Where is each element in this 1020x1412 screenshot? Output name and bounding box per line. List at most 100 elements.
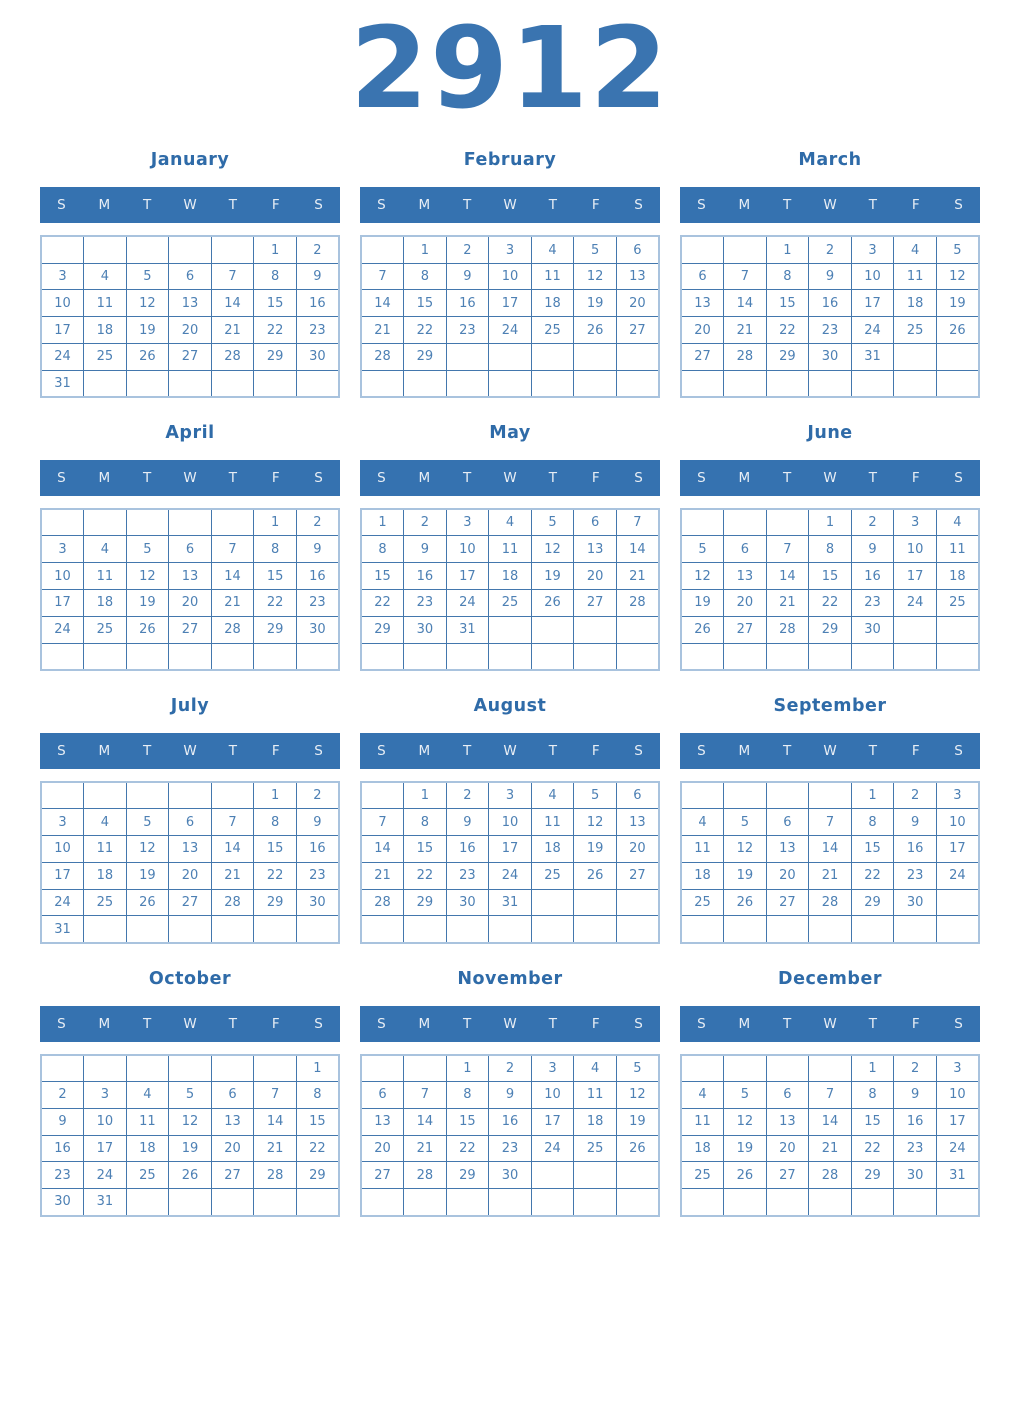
week-row bbox=[680, 915, 980, 944]
weekday-label: T bbox=[143, 1015, 152, 1032]
day-cell: 14 bbox=[253, 1107, 297, 1136]
empty-day-cell bbox=[125, 369, 170, 398]
empty-day-cell bbox=[808, 369, 852, 398]
week-row: 17 18 19 20 21 22 23 bbox=[40, 861, 340, 890]
day-cell: 15 bbox=[403, 835, 447, 863]
week-row: 24 25 26 27 28 29 30 bbox=[40, 615, 340, 644]
empty-day-cell bbox=[360, 642, 405, 671]
day-cell: 5 bbox=[125, 262, 170, 291]
day-cell: 11 bbox=[83, 289, 127, 318]
day-cell: 23 bbox=[808, 316, 852, 345]
day-cell: 5 bbox=[573, 235, 617, 264]
day-cell: 10 bbox=[935, 1081, 980, 1109]
day-grid: 1 2 3 4 5 6 7 8 9 10 11 12 13 14 15 16 17 18 19 20 21 22 23 24 2… bbox=[360, 780, 660, 944]
weekday-label: S bbox=[377, 1015, 386, 1032]
day-cell: 12 bbox=[615, 1081, 660, 1109]
weekday-label: M bbox=[418, 1015, 431, 1032]
weekday-label: S bbox=[697, 1015, 706, 1032]
day-cell: 1 bbox=[253, 235, 297, 264]
empty-day-cell bbox=[403, 642, 447, 671]
day-cell: 12 bbox=[168, 1107, 212, 1136]
month-title: May bbox=[489, 423, 531, 444]
day-cell: 10 bbox=[40, 562, 85, 591]
empty-day-cell bbox=[403, 1054, 447, 1083]
weekday-label: T bbox=[783, 470, 792, 487]
empty-day-cell bbox=[808, 915, 852, 944]
day-cell: 23 bbox=[403, 589, 447, 617]
empty-day-cell bbox=[808, 1188, 852, 1217]
day-cell: 9 bbox=[295, 808, 340, 837]
week-row bbox=[360, 369, 660, 398]
day-cell: 19 bbox=[680, 589, 725, 617]
day-cell: 16 bbox=[295, 562, 340, 591]
day-cell: 30 bbox=[403, 615, 447, 644]
day-cell: 29 bbox=[253, 888, 297, 917]
weekday-label: T bbox=[783, 197, 792, 214]
day-cell: 1 bbox=[808, 508, 852, 537]
weekday-label: S bbox=[314, 197, 323, 214]
weekday-label: F bbox=[591, 742, 600, 759]
day-cell: 25 bbox=[125, 1161, 170, 1190]
week-row bbox=[360, 915, 660, 944]
day-cell: 26 bbox=[573, 861, 617, 890]
day-cell: 4 bbox=[935, 508, 980, 537]
day-cell: 17 bbox=[40, 589, 85, 617]
day-cell: 13 bbox=[573, 535, 617, 564]
day-cell: 12 bbox=[573, 808, 617, 837]
empty-day-cell bbox=[680, 508, 725, 537]
day-cell: 1 bbox=[403, 781, 447, 810]
day-cell: 18 bbox=[935, 562, 980, 591]
empty-day-cell bbox=[680, 915, 725, 944]
day-cell: 8 bbox=[253, 262, 297, 291]
day-cell: 31 bbox=[40, 915, 85, 944]
empty-day-cell bbox=[723, 508, 767, 537]
day-cell: 22 bbox=[253, 589, 297, 617]
day-cell: 19 bbox=[723, 1134, 767, 1163]
day-cell: 2 bbox=[40, 1081, 85, 1109]
empty-day-cell bbox=[680, 369, 725, 398]
empty-day-cell bbox=[403, 369, 447, 398]
day-cell: 13 bbox=[210, 1107, 255, 1136]
day-cell: 23 bbox=[295, 316, 340, 345]
day-cell: 3 bbox=[893, 508, 937, 537]
week-row: 6 7 8 9 10 11 12 bbox=[360, 1081, 660, 1109]
weekday-label: M bbox=[98, 1015, 111, 1032]
empty-day-cell bbox=[615, 642, 660, 671]
empty-day-cell bbox=[295, 642, 340, 671]
day-cell: 25 bbox=[680, 888, 725, 917]
day-cell: 24 bbox=[40, 343, 85, 371]
day-cell: 1 bbox=[253, 781, 297, 810]
day-cell: 8 bbox=[403, 262, 447, 291]
day-cell: 20 bbox=[765, 861, 810, 890]
day-cell: 22 bbox=[253, 861, 297, 890]
empty-day-cell bbox=[488, 1188, 532, 1217]
day-cell: 30 bbox=[40, 1188, 85, 1217]
day-cell: 10 bbox=[83, 1107, 127, 1136]
day-cell: 18 bbox=[83, 861, 127, 890]
day-cell: 17 bbox=[530, 1107, 575, 1136]
empty-day-cell bbox=[125, 235, 170, 264]
weekday-label: W bbox=[183, 197, 197, 214]
empty-day-cell bbox=[573, 915, 617, 944]
day-cell: 9 bbox=[893, 1081, 937, 1109]
day-cell: 31 bbox=[935, 1161, 980, 1190]
empty-day-cell bbox=[573, 1188, 617, 1217]
day-cell: 15 bbox=[295, 1107, 340, 1136]
weekday-label: T bbox=[463, 742, 472, 759]
day-cell: 5 bbox=[125, 808, 170, 837]
day-cell: 2 bbox=[850, 508, 895, 537]
week-row: 14 15 16 17 18 19 20 bbox=[360, 835, 660, 863]
weekday-label: M bbox=[98, 470, 111, 487]
day-cell: 25 bbox=[83, 343, 127, 371]
day-cell: 11 bbox=[530, 808, 575, 837]
week-row: 29 30 31 bbox=[360, 615, 660, 644]
day-cell: 16 bbox=[488, 1107, 532, 1136]
empty-day-cell bbox=[723, 642, 767, 671]
